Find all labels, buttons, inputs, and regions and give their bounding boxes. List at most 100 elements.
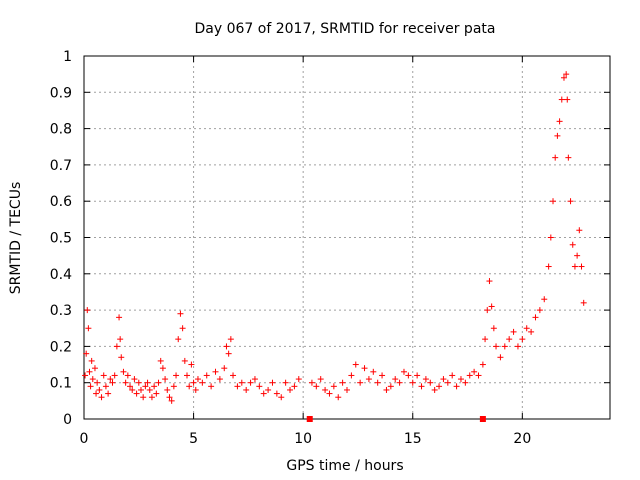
data-point — [554, 132, 561, 139]
y-tick-labels: 0 0.1 0.2 0.3 0.4 0.5 0.6 0.7 0.8 0.9 1 — [50, 49, 72, 428]
grid — [84, 56, 610, 419]
data-point — [122, 379, 129, 386]
data-point — [313, 383, 320, 390]
y-tick-label: 0.2 — [50, 339, 72, 355]
data-point — [475, 372, 482, 379]
data-point — [322, 386, 329, 393]
data-point — [192, 386, 199, 393]
data-point — [159, 365, 166, 372]
data-point — [352, 361, 359, 368]
data-point — [493, 343, 500, 350]
plot-frame — [83, 55, 611, 420]
y-tick-label: 0.5 — [50, 231, 72, 247]
x-tick-label: 20 — [513, 431, 531, 447]
x-tick-label: 15 — [404, 431, 422, 447]
data-point — [109, 379, 116, 386]
data-point — [269, 379, 276, 386]
data-point — [317, 376, 324, 383]
data-point — [142, 383, 149, 390]
data-point — [265, 386, 272, 393]
data-point — [418, 383, 425, 390]
data-point — [365, 376, 372, 383]
data-point — [506, 336, 513, 343]
data-point — [383, 386, 390, 393]
data-point — [536, 307, 543, 314]
data-point — [405, 372, 412, 379]
data-point — [238, 379, 245, 386]
data-point — [216, 376, 223, 383]
data-point — [164, 386, 171, 393]
data-point — [344, 386, 350, 393]
data-point — [190, 379, 197, 386]
data-point — [484, 307, 491, 314]
data-point — [135, 379, 142, 386]
data-point — [234, 383, 241, 390]
data-point — [98, 394, 105, 401]
data-point — [93, 390, 100, 397]
data-point — [151, 383, 158, 390]
data-point — [379, 372, 386, 379]
data-point — [488, 303, 495, 310]
data-point — [563, 71, 570, 78]
data-point — [184, 372, 191, 379]
data-point — [208, 383, 215, 390]
data-point — [91, 365, 98, 372]
data-point — [348, 372, 355, 379]
data-point — [131, 376, 138, 383]
data-point — [414, 372, 421, 379]
data-point — [400, 368, 407, 375]
data-point — [273, 390, 280, 397]
data-point — [422, 376, 429, 383]
data-point — [580, 299, 587, 306]
data-point — [168, 397, 175, 404]
data-point — [225, 350, 232, 357]
data-point — [116, 314, 123, 321]
data-point — [457, 376, 464, 383]
data-point — [124, 372, 131, 379]
chart-title: Day 067 of 2017, SRMTID for receiver pat… — [195, 21, 496, 37]
data-point — [449, 372, 456, 379]
data-point — [100, 372, 107, 379]
data-point — [251, 376, 258, 383]
x-tick-label: 0 — [80, 431, 89, 447]
data-point — [567, 198, 574, 205]
data-point — [361, 365, 368, 372]
data-point — [466, 372, 473, 379]
data-point — [162, 376, 169, 383]
data-point — [330, 383, 337, 390]
y-tick-label: 1 — [63, 49, 72, 65]
data-point — [427, 379, 434, 386]
data-point — [462, 379, 469, 386]
data-point — [574, 252, 581, 259]
y-tick-label: 0 — [63, 412, 72, 428]
data-point — [357, 379, 364, 386]
data-point — [140, 394, 147, 401]
x-tick-label: 10 — [294, 431, 312, 447]
data-point — [179, 325, 186, 332]
data-point — [387, 383, 394, 390]
data-point — [87, 383, 94, 390]
data-point — [308, 379, 315, 386]
data-point — [133, 390, 140, 397]
data-point — [440, 376, 447, 383]
data-point — [479, 361, 486, 368]
x-tick-labels: 0 5 10 15 20 — [80, 431, 532, 447]
data-point — [111, 372, 118, 379]
data-point — [166, 394, 173, 401]
data-point — [569, 241, 576, 248]
data-point — [153, 390, 160, 397]
data-point — [157, 357, 164, 364]
x-axis-label: GPS time / hours — [286, 458, 403, 474]
data-point — [556, 118, 563, 125]
data-point — [199, 379, 206, 386]
data-point — [96, 386, 103, 393]
gap-marker — [479, 416, 486, 422]
data-point — [295, 376, 302, 383]
data-point — [436, 383, 443, 390]
data-point — [170, 383, 177, 390]
data-point — [339, 379, 346, 386]
data-point — [370, 368, 377, 375]
x-tick-label: 5 — [189, 431, 198, 447]
data-point — [532, 314, 539, 321]
